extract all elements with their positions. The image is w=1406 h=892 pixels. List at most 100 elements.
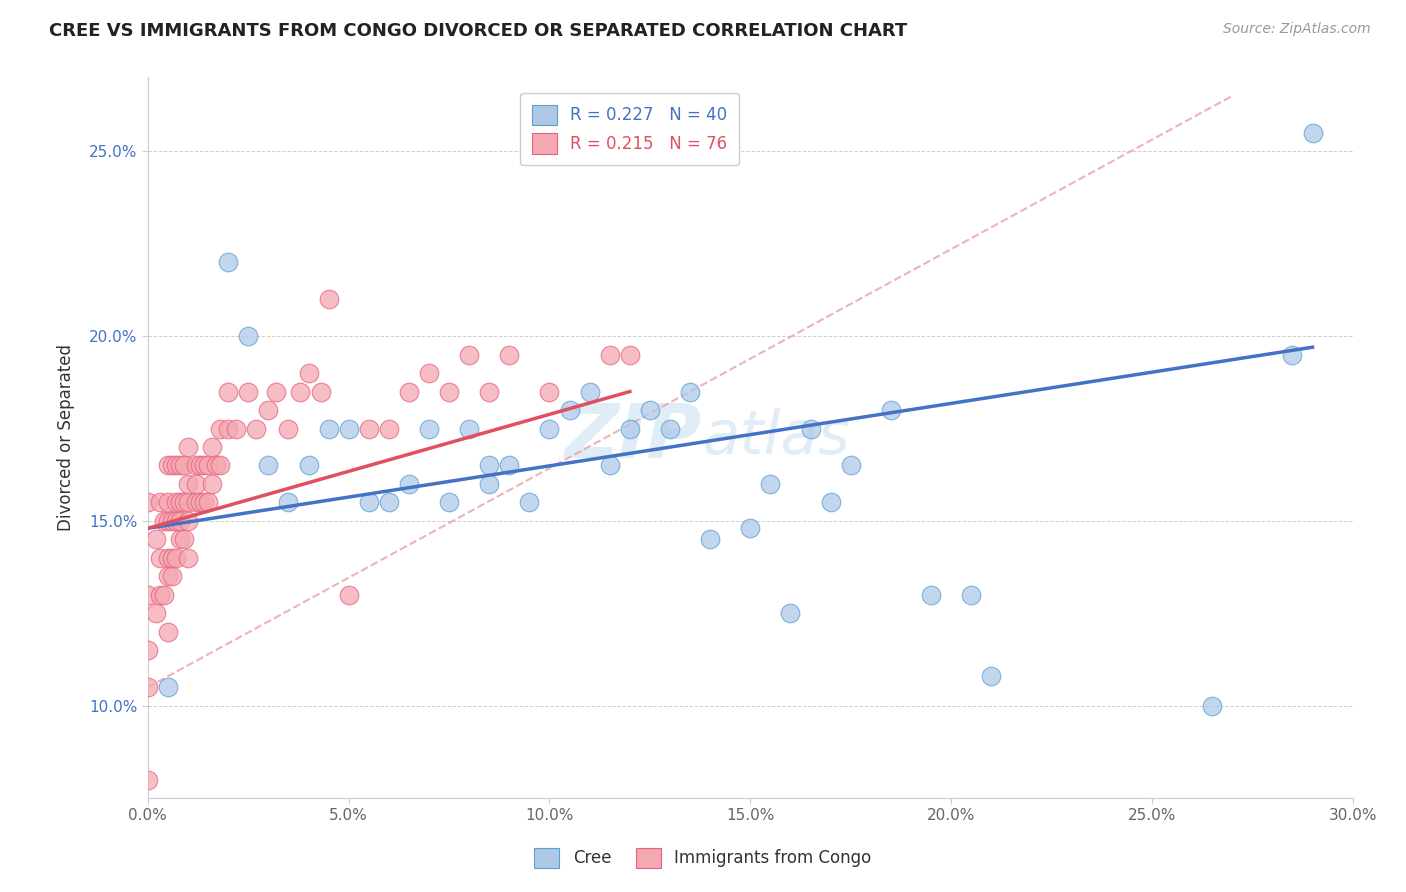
Point [160, 458, 183, 473]
Point [418, 366, 440, 380]
Point [149, 495, 172, 509]
Point [245, 421, 267, 435]
Point [839, 458, 862, 473]
Point [201, 477, 224, 491]
Point [177, 477, 200, 491]
Point [799, 421, 821, 435]
Point [699, 533, 721, 547]
Point [619, 421, 641, 435]
Point [197, 458, 219, 473]
Point [266, 384, 288, 399]
Point [478, 458, 501, 473]
Point [136, 772, 159, 787]
Point [309, 384, 332, 399]
Point [217, 384, 239, 399]
Point [538, 421, 561, 435]
Point [217, 255, 239, 269]
Point [184, 477, 207, 491]
Point [188, 458, 211, 473]
Point [458, 421, 481, 435]
Point [498, 458, 520, 473]
Text: Source: ZipAtlas.com: Source: ZipAtlas.com [1223, 22, 1371, 37]
Point [153, 588, 176, 602]
Point [205, 458, 228, 473]
Point [145, 607, 167, 621]
Point [1201, 698, 1223, 713]
Point [679, 384, 702, 399]
Text: ZIP: ZIP [565, 401, 702, 475]
Point [184, 458, 207, 473]
Point [156, 569, 179, 583]
Point [156, 514, 179, 528]
Point [238, 384, 260, 399]
Point [193, 458, 215, 473]
Legend: Cree, Immigrants from Congo: Cree, Immigrants from Congo [527, 841, 879, 875]
Point [156, 550, 179, 565]
Point [1281, 348, 1303, 362]
Point [225, 421, 247, 435]
Point [437, 384, 460, 399]
Point [169, 458, 191, 473]
Point [599, 458, 621, 473]
Point [149, 550, 172, 565]
Point [193, 495, 215, 509]
Point [318, 292, 340, 306]
Point [257, 458, 280, 473]
Point [173, 458, 195, 473]
Point [209, 421, 232, 435]
Point [145, 533, 167, 547]
Point [880, 403, 903, 417]
Point [177, 495, 200, 509]
Point [357, 421, 380, 435]
Point [160, 514, 183, 528]
Point [638, 403, 661, 417]
Point [160, 550, 183, 565]
Point [337, 421, 360, 435]
Point [658, 421, 681, 435]
Point [458, 348, 481, 362]
Point [156, 458, 179, 473]
Point [197, 495, 219, 509]
Point [165, 550, 187, 565]
Point [558, 403, 581, 417]
Legend: R = 0.227   N = 40, R = 0.215   N = 76: R = 0.227 N = 40, R = 0.215 N = 76 [520, 93, 740, 165]
Point [238, 329, 260, 343]
Point [277, 495, 299, 509]
Point [398, 384, 420, 399]
Point [318, 421, 340, 435]
Text: atlas: atlas [702, 409, 851, 467]
Point [538, 384, 561, 399]
Point [619, 348, 641, 362]
Point [177, 550, 200, 565]
Point [177, 514, 200, 528]
Point [156, 624, 179, 639]
Point [184, 495, 207, 509]
Point [297, 458, 319, 473]
Point [169, 514, 191, 528]
Point [188, 495, 211, 509]
Point [378, 495, 401, 509]
Point [173, 495, 195, 509]
Point [519, 495, 541, 509]
Point [1302, 126, 1324, 140]
Point [136, 495, 159, 509]
Point [418, 421, 440, 435]
Point [136, 643, 159, 657]
Point [201, 440, 224, 454]
Point [437, 495, 460, 509]
Point [156, 680, 179, 694]
Point [153, 514, 176, 528]
Point [578, 384, 600, 399]
Point [165, 495, 187, 509]
Point [156, 495, 179, 509]
Point [337, 588, 360, 602]
Point [277, 421, 299, 435]
Point [217, 421, 239, 435]
Point [980, 669, 1002, 683]
Point [740, 521, 762, 535]
Point [779, 607, 801, 621]
Point [478, 384, 501, 399]
Point [920, 588, 942, 602]
Point [498, 348, 520, 362]
Point [169, 495, 191, 509]
